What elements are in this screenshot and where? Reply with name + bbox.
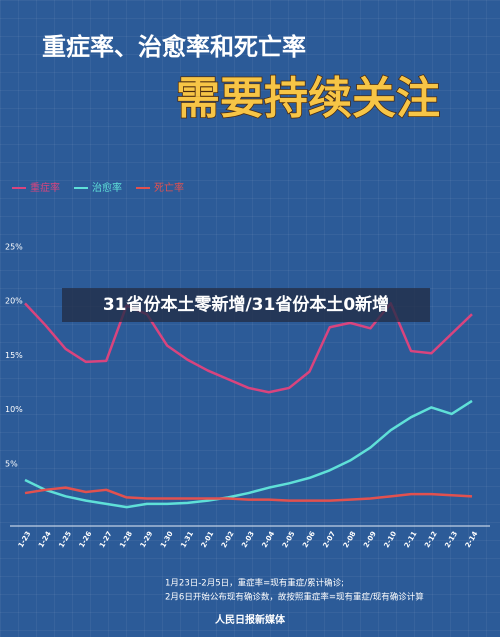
y-tick-label: 5% [5,459,18,468]
source: 人民日报新媒体 [215,613,286,626]
x-tick-label: 2-10 [382,530,398,549]
y-tick-label: 20% [5,297,23,306]
x-tick-label: 1-30 [159,530,175,549]
x-tick-label: 2-13 [443,530,459,549]
footnote: 1月23日-2月5日，重症率=现有重症/累计确诊; [165,578,344,589]
series-line [24,486,473,502]
x-tick-label: 2-12 [423,530,439,549]
x-tick-label: 2-14 [464,530,480,549]
x-tick-label: 1-23 [17,530,33,549]
x-tick-label: 2-04 [261,530,277,549]
x-tick-label: 2-09 [362,530,378,549]
footnote: 2月6日开始公布现有确诊数，故按照重症率=现有重症/现有确诊计算 [165,592,424,603]
x-tick-label: 2-02 [220,530,236,549]
y-tick-label: 25% [5,243,23,252]
legend-label: 死亡率 [154,181,184,194]
x-tick-label: 1-28 [118,530,134,549]
x-tick-label: 2-03 [240,530,256,549]
x-tick-label: 2-06 [301,530,317,549]
y-tick-label: 15% [5,351,23,360]
headline-banner: 31省份本土零新增/31省份本土0新增 [62,288,430,322]
x-tick-label: 1-24 [37,530,53,549]
x-tick-label: 1-26 [78,530,94,549]
x-tick-label: 2-07 [322,530,338,549]
y-tick-label: 10% [5,405,23,414]
x-tick-label: 2-08 [342,530,358,549]
series-line [24,399,473,509]
x-tick-label: 1-29 [139,530,155,549]
x-tick-label: 1-31 [179,530,195,549]
legend-label: 治愈率 [92,181,122,194]
x-tick-label: 2-11 [403,530,419,549]
x-tick-label: 2-01 [200,530,216,549]
legend-label: 重症率 [30,181,60,194]
x-tick-label: 1-25 [57,530,73,549]
chart-title: 重症率、治愈率和死亡率 [42,33,306,61]
x-tick-label: 2-05 [281,530,297,549]
chart-subtitle: 需要持续关注 [176,73,440,124]
x-tick-label: 1-27 [98,530,114,549]
